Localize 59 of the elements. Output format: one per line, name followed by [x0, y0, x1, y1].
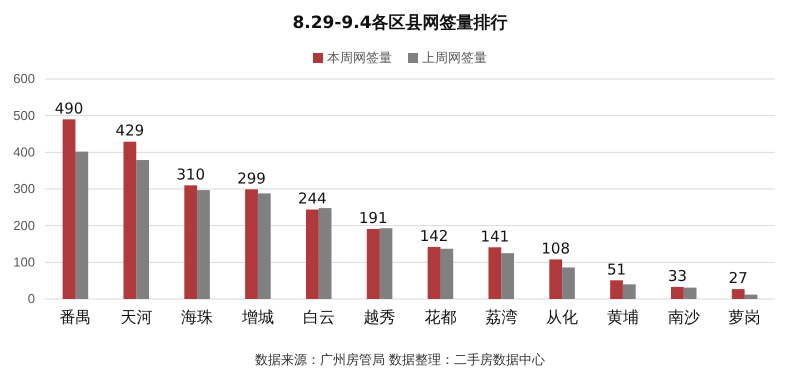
x-tick-label: 南沙 [668, 308, 700, 326]
bar [197, 190, 210, 299]
bar [549, 259, 562, 299]
x-tick-label: 从化 [546, 308, 578, 326]
y-tick-label: 400 [13, 144, 35, 160]
bar [488, 247, 502, 299]
bar [245, 189, 258, 299]
bar [184, 185, 198, 299]
y-tick-label: 0 [28, 291, 35, 306]
legend-label: 上周网签量 [422, 51, 487, 66]
data-label: 108 [541, 239, 570, 258]
bar [562, 267, 575, 299]
x-tick-label: 天河 [120, 309, 152, 326]
x-tick-label: 番禺 [59, 308, 92, 326]
x-tick-label: 黄埔 [606, 308, 639, 326]
x-tick-label: 白云 [302, 309, 335, 326]
bar [744, 294, 758, 299]
bar [440, 248, 454, 299]
bar [380, 228, 392, 299]
data-label: 191 [358, 208, 388, 227]
bar [428, 246, 440, 299]
source-note: 数据来源：广州房管局 数据整理：二手房数据中心 [254, 352, 546, 368]
chart-title: 8.29-9.4各区县网签量排行 [292, 13, 508, 33]
bar [622, 284, 636, 299]
y-tick-label: 600 [13, 71, 35, 86]
data-label: 51 [606, 260, 626, 278]
data-label: 33 [668, 266, 687, 285]
bar [123, 142, 136, 299]
data-label: 429 [116, 122, 144, 140]
bar [258, 193, 271, 299]
data-label: 142 [420, 226, 448, 245]
data-label: 244 [298, 190, 327, 208]
bar [366, 228, 380, 299]
x-tick-label: 越秀 [364, 308, 396, 326]
y-tick-label: 500 [13, 108, 35, 123]
x-tick-label: 萝岗 [728, 308, 761, 326]
bar [670, 286, 684, 299]
x-tick-label: 花都 [424, 308, 456, 326]
data-label: 27 [728, 269, 748, 288]
x-tick-label: 海珠 [181, 308, 214, 326]
y-tick-label: 200 [13, 218, 35, 233]
y-tick-label: 300 [13, 181, 35, 196]
data-label: 310 [176, 165, 206, 184]
data-label: 141 [480, 227, 510, 246]
legend-label: 本周网签量 [327, 51, 392, 66]
x-tick-label: 增城 [240, 308, 274, 326]
bar [318, 208, 332, 299]
bar [306, 210, 319, 299]
x-tick-label: 荔湾 [485, 308, 518, 326]
y-tick-label: 100 [13, 254, 35, 270]
data-label: 299 [237, 169, 266, 188]
bar [75, 152, 88, 299]
bar [610, 280, 623, 299]
bar [501, 253, 514, 299]
data-label: 490 [54, 99, 84, 118]
bar [684, 288, 697, 299]
bar [62, 119, 76, 299]
bar [136, 160, 150, 299]
bar [732, 289, 745, 299]
